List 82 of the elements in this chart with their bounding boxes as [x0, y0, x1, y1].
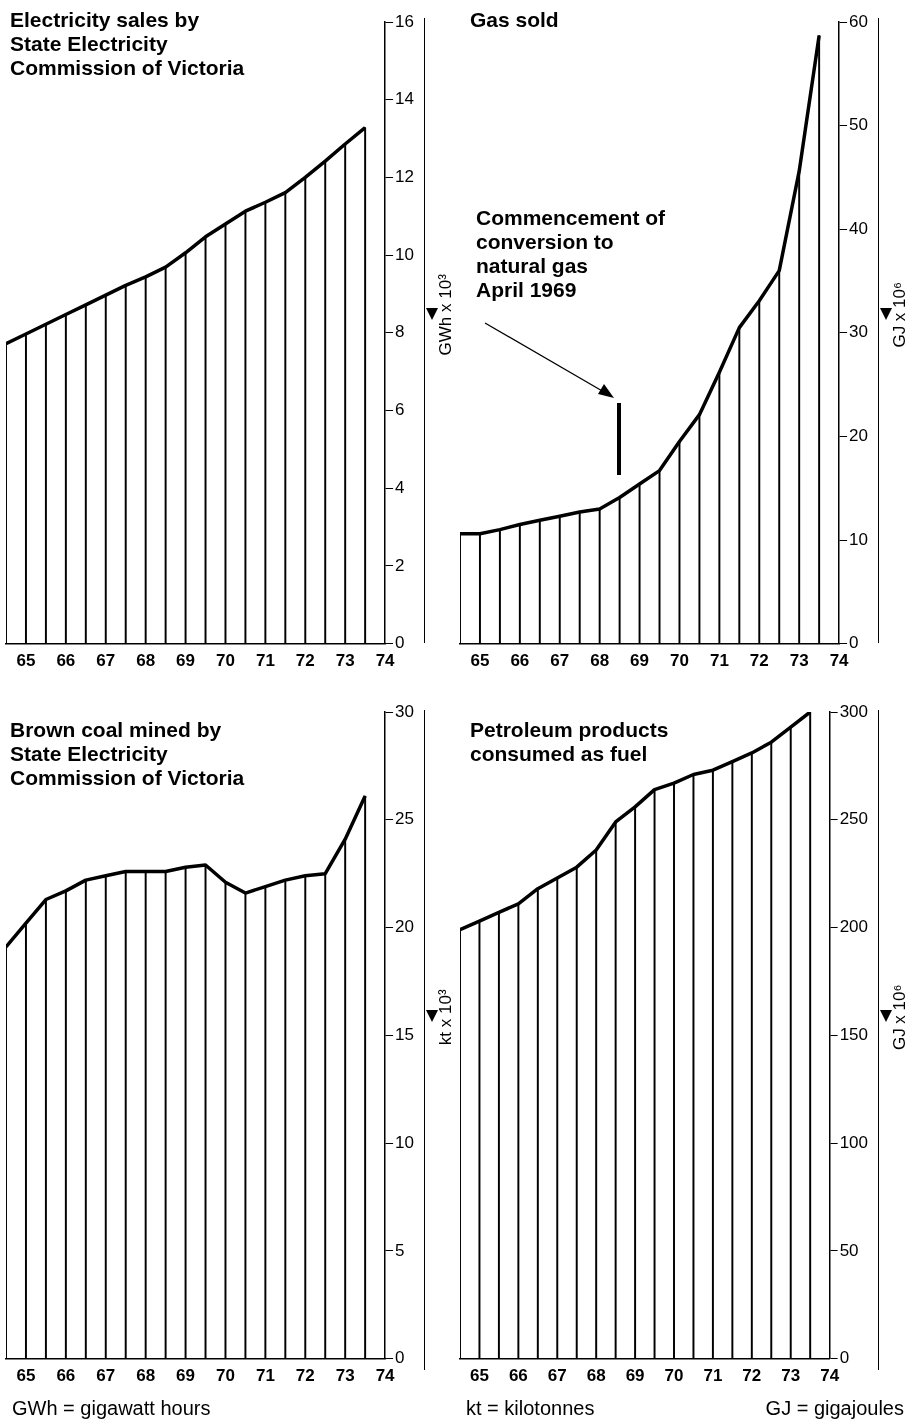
x-tick-label: 71: [703, 1366, 723, 1386]
x-tick-label: 68: [586, 1366, 606, 1386]
y-axis-title: kt x 10³: [435, 989, 455, 1046]
text: Brown coal mined by State Electricity Commission of Victoria: [10, 718, 245, 790]
x-tick-label: 66: [56, 1366, 76, 1386]
x-tick-label: 74: [375, 651, 396, 671]
y-axis-title: GJ x 10⁶: [889, 984, 908, 1051]
y-tick-label: 300: [839, 701, 869, 721]
y-axis-title: GJ x 10⁶: [889, 282, 908, 348]
y-tick-label: 2: [395, 555, 405, 575]
y-tick-label: 6: [395, 400, 405, 420]
y-tick-label: 40: [849, 218, 869, 238]
y-tick-label: 4: [395, 477, 405, 497]
x-tick-label: 67: [96, 651, 116, 671]
y-tick-label: 50: [839, 1240, 859, 1260]
x-tick-label: 72: [749, 651, 769, 671]
y-tick-label: 10: [395, 244, 415, 264]
x-tick-label: 68: [136, 1366, 156, 1386]
y-tick-label: 30: [849, 322, 869, 342]
x-tick-label: 70: [216, 651, 235, 671]
x-tick-label: 65: [469, 1366, 489, 1386]
x-tick-label: 72: [295, 1366, 315, 1386]
x-tick-label: 69: [625, 1366, 645, 1386]
x-tick-label: 68: [136, 651, 156, 671]
y-tick-label: 10: [395, 1132, 415, 1152]
annotation: Commencement of conversion to natural gas April 1969: [476, 206, 666, 302]
y-tick-label: 20: [395, 917, 415, 937]
x-tick-label: 72: [742, 1366, 762, 1386]
x-tick-label: 66: [510, 651, 530, 671]
x-tick-label: 70: [664, 1366, 684, 1386]
x-tick-label: 72: [295, 651, 315, 671]
x-tick-label: 74: [829, 651, 850, 671]
text: Petroleum products consumed as fuel: [470, 718, 669, 766]
x-tick-label: 73: [789, 651, 809, 671]
y-tick-label: 200: [839, 917, 869, 937]
x-tick-label: 74: [820, 1366, 840, 1386]
x-tick-label: 65: [16, 1366, 36, 1386]
x-tick-label: 67: [547, 1366, 567, 1386]
x-tick-label: 70: [216, 1366, 235, 1386]
y-tick-label: 8: [395, 322, 405, 342]
x-tick-label: 73: [335, 1366, 355, 1386]
x-tick-label: 65: [470, 651, 490, 671]
y-tick-label: 0: [395, 633, 405, 653]
y-tick-label: 0: [839, 1348, 850, 1368]
y-tick-label: 16: [395, 11, 415, 31]
y-tick-label: 15: [395, 1024, 415, 1044]
text: Electricity sales by State Electricity Commission of Victoria: [10, 8, 245, 80]
x-tick-label: 67: [96, 1366, 116, 1386]
y-tick-label: 100: [839, 1132, 869, 1152]
x-tick-label: 69: [630, 651, 650, 671]
x-tick-label: 68: [590, 651, 610, 671]
y-tick-label: 20: [849, 426, 869, 446]
text: GWh = gigawatt hours: [11, 1397, 212, 1420]
x-tick-label: 71: [255, 1366, 275, 1386]
x-tick-label: 71: [255, 651, 275, 671]
y-tick-label: 5: [395, 1240, 405, 1260]
y-axis-title: GWh x 10³: [435, 273, 455, 356]
y-tick-label: 25: [395, 809, 415, 829]
y-tick-label: 30: [395, 701, 415, 721]
text: GJ = gigajoules: [764, 1397, 905, 1420]
x-tick-label: 70: [670, 651, 689, 671]
y-tick-label: 250: [839, 809, 869, 829]
x-tick-label: 74: [375, 1366, 396, 1386]
x-tick-label: 71: [709, 651, 729, 671]
x-tick-label: 69: [176, 651, 196, 671]
y-tick-label: 10: [849, 529, 869, 549]
y-tick-label: 60: [849, 11, 869, 31]
y-tick-label: 150: [839, 1024, 869, 1044]
x-tick-label: 66: [508, 1366, 528, 1386]
y-tick-label: 50: [849, 115, 869, 135]
x-tick-label: 67: [550, 651, 570, 671]
y-tick-label: 0: [395, 1348, 405, 1368]
x-tick-label: 73: [781, 1366, 801, 1386]
y-tick-label: 0: [849, 633, 859, 653]
y-tick-label: 12: [395, 167, 415, 187]
y-tick-label: 14: [395, 89, 415, 109]
x-tick-label: 69: [176, 1366, 196, 1386]
chart-title: Gas sold: [470, 8, 559, 32]
x-tick-label: 66: [56, 651, 76, 671]
x-tick-label: 73: [335, 651, 355, 671]
x-tick-label: 65: [16, 651, 36, 671]
text: kt = kilotonnes: [465, 1397, 596, 1420]
